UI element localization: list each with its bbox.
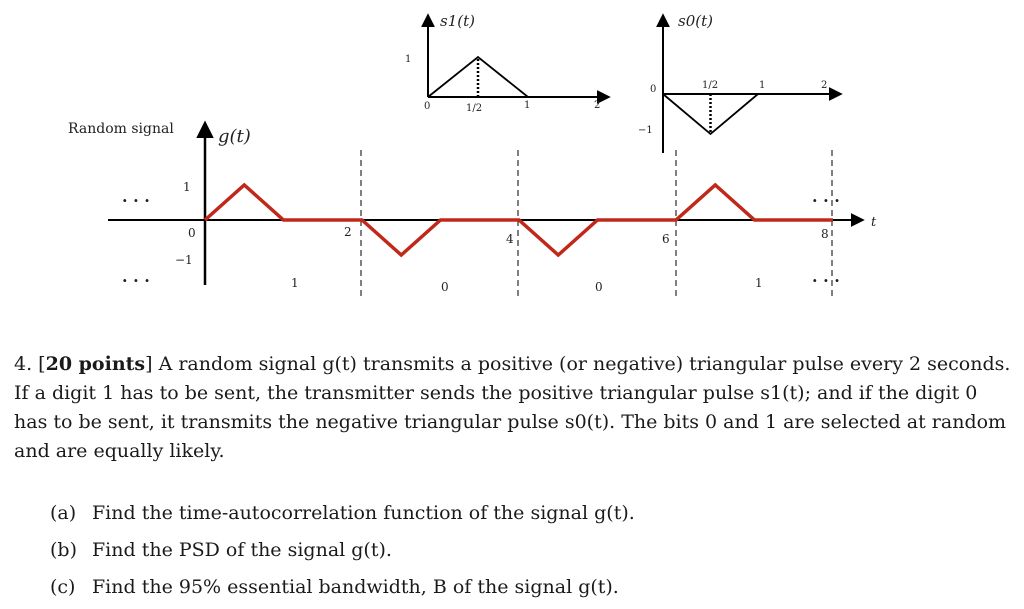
part-a-text: Find the time-autocorrelation function o… bbox=[92, 502, 635, 524]
problem-number: 4. bbox=[14, 353, 33, 375]
s1-x-tick-0: 0 bbox=[424, 101, 430, 112]
g-x-tick-4: 4 bbox=[506, 232, 514, 246]
part-c-text: Find the 95% essential bandwidth, B of t… bbox=[92, 576, 619, 598]
part-c-label: (c) bbox=[50, 576, 76, 598]
part-a: (a) Find the time-autocorrelation functio… bbox=[50, 495, 635, 532]
problem-parts: (a) Find the time-autocorrelation functio… bbox=[50, 495, 635, 606]
g-y-tick-neg1: −1 bbox=[175, 253, 193, 267]
g-title: g(t) bbox=[218, 126, 251, 147]
s0-x-tick-2: 2 bbox=[821, 80, 827, 91]
ellipsis-right-top: · · · bbox=[812, 191, 840, 210]
g-axis-label: t bbox=[871, 215, 877, 230]
g-x-tick-6: 6 bbox=[662, 232, 670, 246]
signal-figure: s1(t) 1 0 1/2 1 2 s0(t) 0 −1 1/2 1 2 Ran… bbox=[68, 12, 877, 298]
bit-label-3: 0 bbox=[595, 280, 603, 294]
g-waveform bbox=[203, 182, 833, 258]
g-y-tick-1: 1 bbox=[183, 180, 191, 194]
s1-x-tick-2: 2 bbox=[594, 100, 600, 111]
g-x-tick-8: 8 bbox=[821, 227, 829, 241]
bit-label-4: 1 bbox=[755, 276, 763, 290]
s1-y-tick: 1 bbox=[405, 54, 411, 65]
s1-x-tick-half: 1/2 bbox=[466, 103, 482, 114]
s1-pulse-line bbox=[427, 55, 529, 98]
part-c: (c) Find the 95% essential bandwidth, B o… bbox=[50, 569, 635, 606]
bit-label-1: 1 bbox=[291, 276, 299, 290]
points-label: 20 points bbox=[45, 353, 146, 375]
s1-plot: s1(t) 1 0 1/2 1 2 bbox=[405, 12, 611, 114]
problem-text: A random signal g(t) transmits a positiv… bbox=[14, 353, 1011, 462]
s1-x-tick-1: 1 bbox=[524, 100, 530, 111]
s0-y-tick-0: 0 bbox=[650, 84, 656, 95]
ellipsis-left-top: · · · bbox=[122, 191, 150, 210]
part-a-label: (a) bbox=[50, 502, 77, 524]
ellipsis-right-bottom: · · · bbox=[812, 271, 840, 290]
g-y-tick-0: 0 bbox=[188, 226, 196, 240]
s0-x-tick-half: 1/2 bbox=[702, 80, 718, 91]
s0-plot: s0(t) 0 −1 1/2 1 2 bbox=[638, 12, 843, 153]
s0-y-tick-neg1: −1 bbox=[638, 125, 653, 136]
part-b: (b) Find the PSD of the signal g(t). bbox=[50, 532, 635, 569]
s0-title: s0(t) bbox=[678, 12, 713, 30]
ellipsis-left-bottom: · · · bbox=[122, 271, 150, 290]
part-b-label: (b) bbox=[50, 539, 77, 561]
s1-title: s1(t) bbox=[440, 12, 475, 30]
s0-x-tick-1: 1 bbox=[759, 80, 765, 91]
random-signal-label: Random signal bbox=[68, 121, 174, 137]
g-plot: Random signal g(t) t 1 0 −1 2 4 6 8 1 0 … bbox=[68, 120, 877, 298]
problem-statement: 4. [20 points] A random signal g(t) tran… bbox=[14, 350, 1014, 466]
g-x-tick-2: 2 bbox=[344, 225, 352, 239]
bit-label-2: 0 bbox=[441, 280, 449, 294]
s0-pulse-line bbox=[662, 93, 759, 136]
problem-paragraph: 4. [20 points] A random signal g(t) tran… bbox=[14, 353, 1011, 462]
part-b-text: Find the PSD of the signal g(t). bbox=[92, 539, 392, 561]
